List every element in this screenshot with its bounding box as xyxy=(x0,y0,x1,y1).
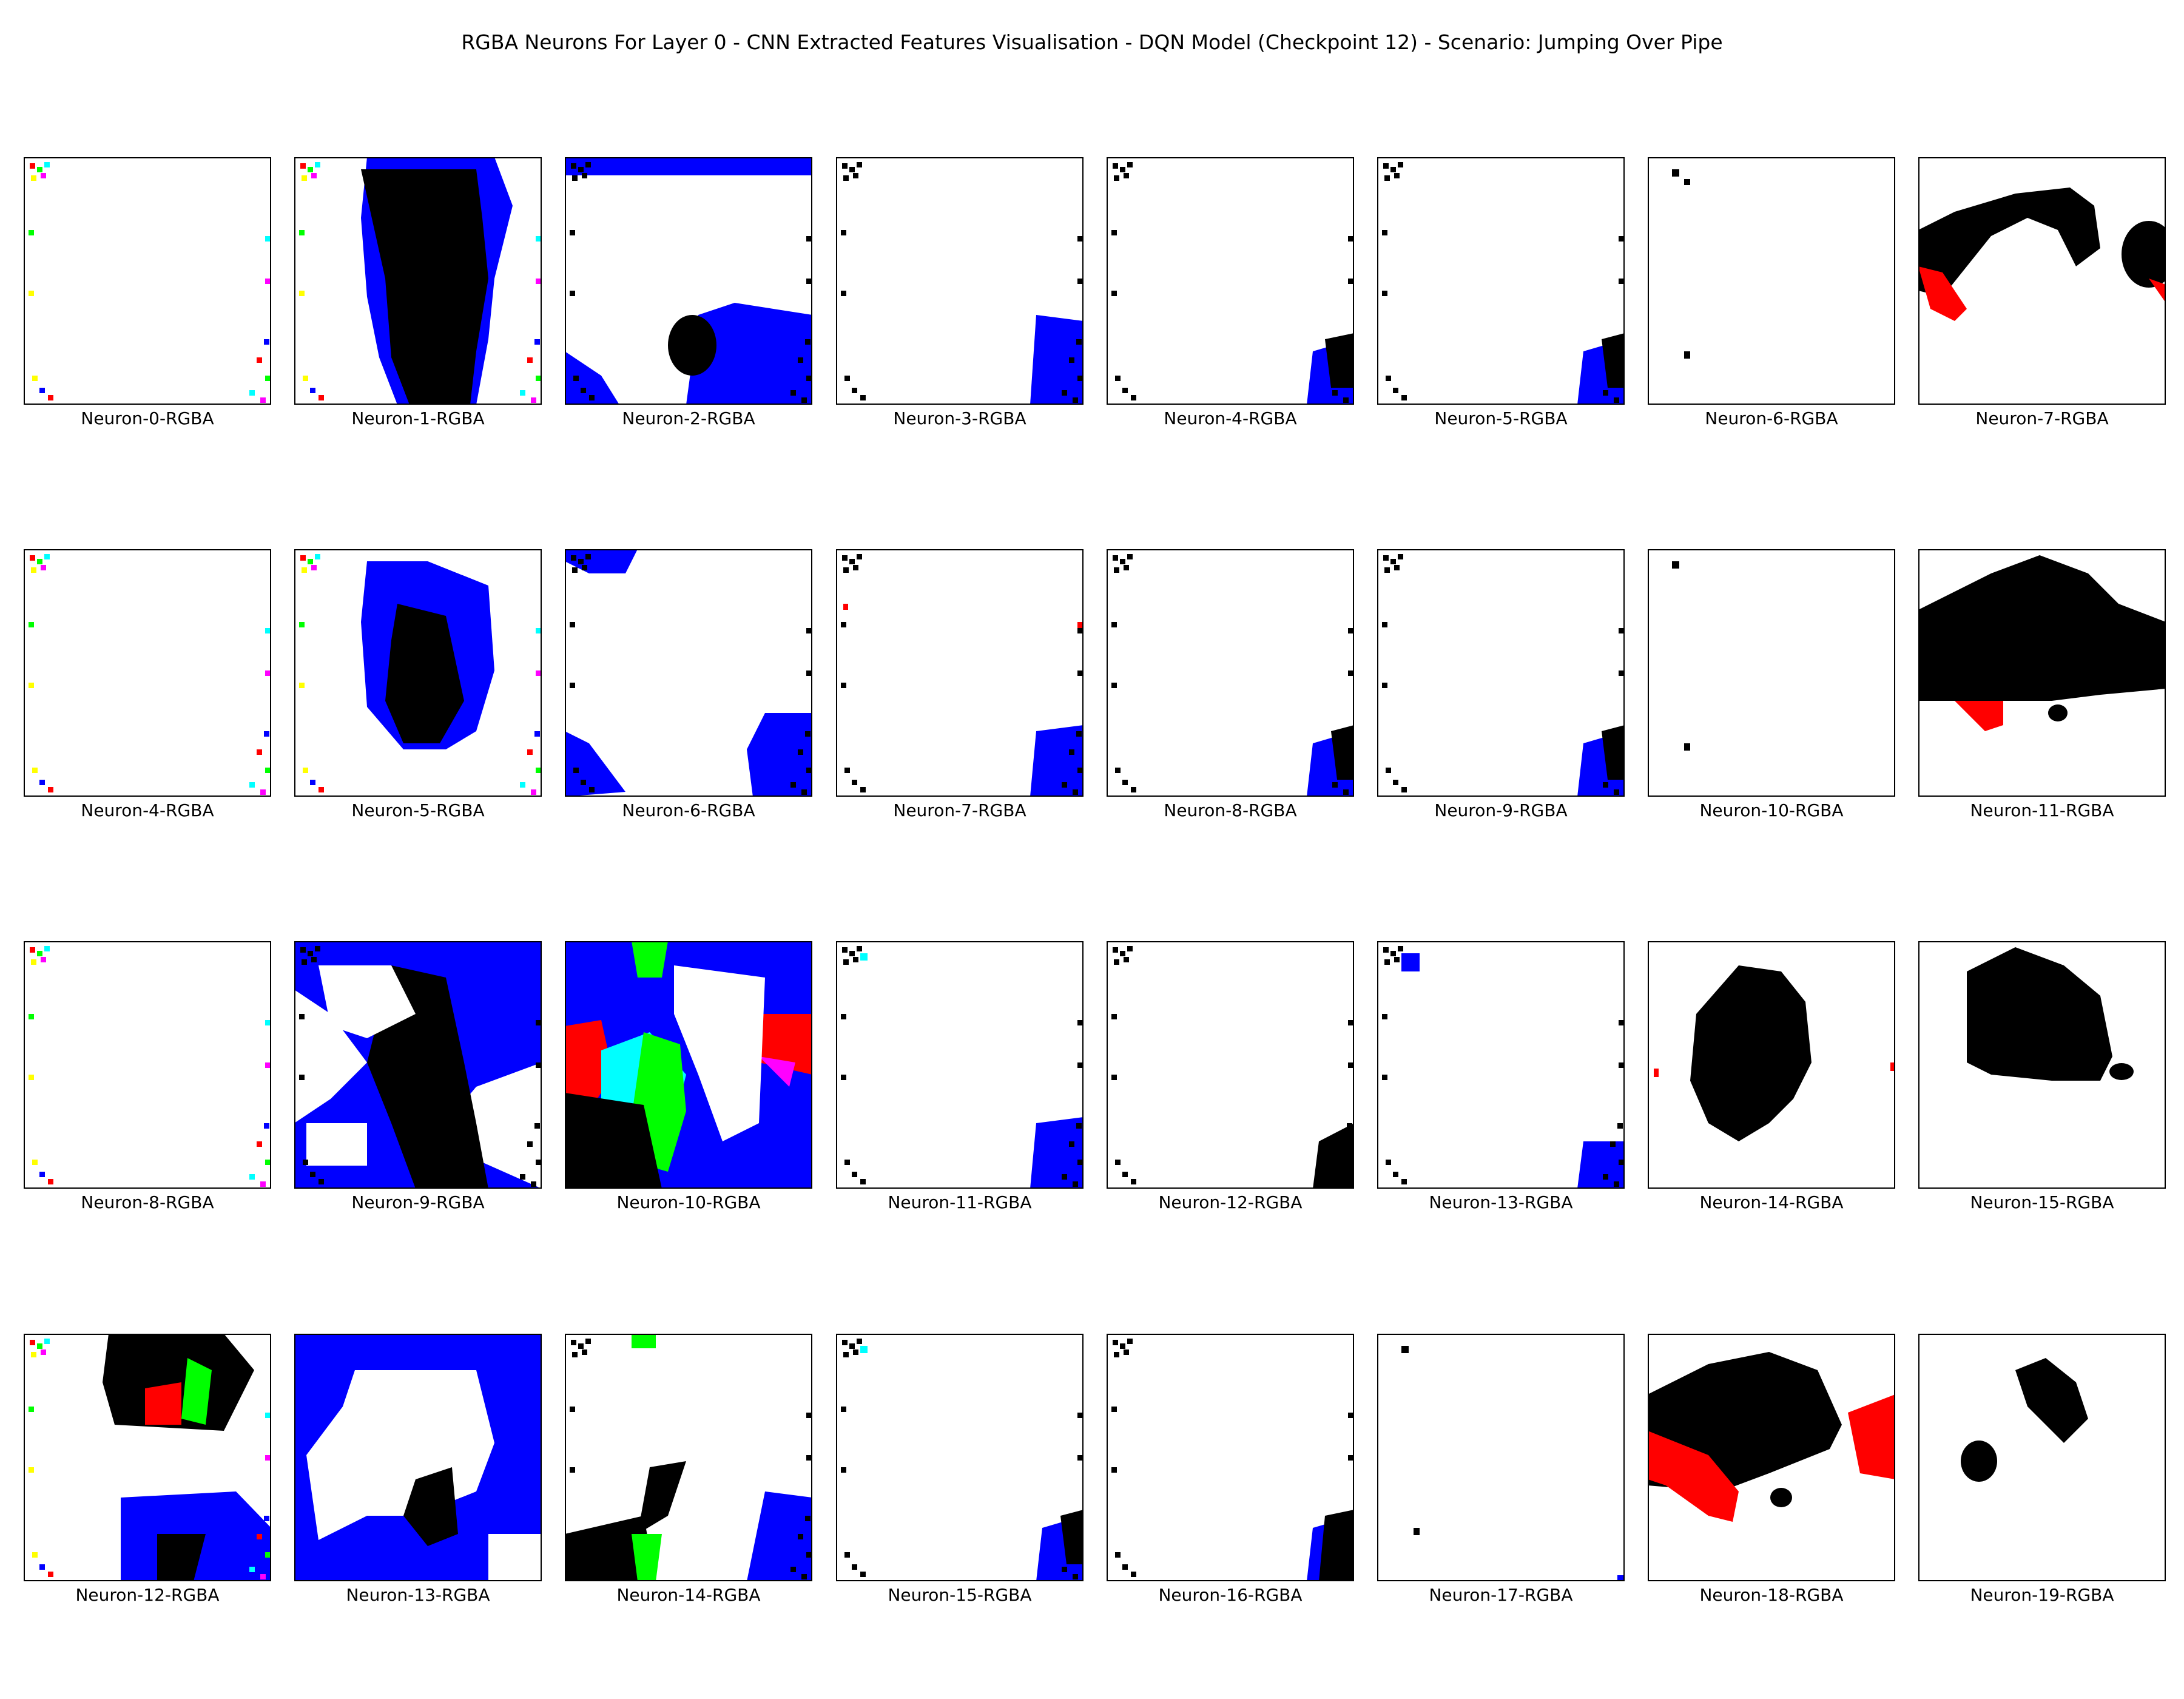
panel-label: Neuron-15-RGBA xyxy=(1970,1192,2114,1212)
panel-label: Neuron-8-RGBA xyxy=(1164,800,1297,820)
panel-label: Neuron-12-RGBA xyxy=(75,1585,220,1605)
neuron-panel: Neuron-10-RGBA xyxy=(565,941,812,1212)
neuron-panel: Neuron-4-RGBA xyxy=(1107,157,1354,428)
neuron-panel: Neuron-6-RGBA xyxy=(565,549,812,820)
neuron-panel: Neuron-19-RGBA xyxy=(1918,1334,2166,1605)
neuron-feature-map xyxy=(1107,941,1354,1189)
neuron-panel: Neuron-8-RGBA xyxy=(1107,549,1354,820)
neuron-feature-map xyxy=(1918,549,2166,797)
neuron-panel: Neuron-15-RGBA xyxy=(836,1334,1084,1605)
panel-label: Neuron-2-RGBA xyxy=(622,408,755,428)
neuron-feature-map xyxy=(1918,1334,2166,1581)
neuron-panel: Neuron-8-RGBA xyxy=(24,941,271,1212)
panel-label: Neuron-10-RGBA xyxy=(616,1192,761,1212)
panel-label: Neuron-14-RGBA xyxy=(616,1585,761,1605)
neuron-feature-map xyxy=(565,1334,812,1581)
neuron-panel: Neuron-17-RGBA xyxy=(1377,1334,1625,1605)
neuron-panel: Neuron-7-RGBA xyxy=(836,549,1084,820)
neuron-feature-map xyxy=(1377,549,1625,797)
neuron-feature-map xyxy=(1107,1334,1354,1581)
neuron-feature-map xyxy=(836,157,1084,405)
neuron-panel: Neuron-2-RGBA xyxy=(565,157,812,428)
neuron-feature-map xyxy=(565,157,812,405)
neuron-feature-map xyxy=(1918,157,2166,405)
neuron-panel: Neuron-13-RGBA xyxy=(294,1334,542,1605)
neuron-feature-map xyxy=(294,157,542,405)
panel-label: Neuron-11-RGBA xyxy=(1970,800,2114,820)
neuron-feature-map xyxy=(1918,941,2166,1189)
neuron-feature-map xyxy=(1648,941,1895,1189)
neuron-feature-map xyxy=(1107,549,1354,797)
panel-label: Neuron-9-RGBA xyxy=(351,1192,485,1212)
neuron-feature-map xyxy=(1648,157,1895,405)
panel-label: Neuron-13-RGBA xyxy=(346,1585,490,1605)
neuron-feature-map xyxy=(294,549,542,797)
neuron-feature-map xyxy=(294,941,542,1189)
neuron-feature-map xyxy=(24,941,271,1189)
neuron-panel: Neuron-10-RGBA xyxy=(1648,549,1895,820)
figure-title: RGBA Neurons For Layer 0 - CNN Extracted… xyxy=(461,30,1723,54)
panel-label: Neuron-11-RGBA xyxy=(888,1192,1032,1212)
neuron-feature-map xyxy=(1648,1334,1895,1581)
neuron-feature-map xyxy=(836,941,1084,1189)
neuron-panel: Neuron-6-RGBA xyxy=(1648,157,1895,428)
neuron-panel: Neuron-11-RGBA xyxy=(1918,549,2166,820)
panel-label: Neuron-8-RGBA xyxy=(81,1192,214,1212)
panel-label: Neuron-17-RGBA xyxy=(1429,1585,1573,1605)
neuron-panel: Neuron-0-RGBA xyxy=(24,157,271,428)
neuron-panel: Neuron-18-RGBA xyxy=(1648,1334,1895,1605)
neuron-panel: Neuron-16-RGBA xyxy=(1107,1334,1354,1605)
neuron-feature-map xyxy=(836,549,1084,797)
panel-label: Neuron-7-RGBA xyxy=(1975,408,2109,428)
neuron-panel: Neuron-1-RGBA xyxy=(294,157,542,428)
panel-label: Neuron-1-RGBA xyxy=(351,408,485,428)
neuron-feature-map xyxy=(836,1334,1084,1581)
neuron-feature-map xyxy=(24,1334,271,1581)
neuron-panel: Neuron-9-RGBA xyxy=(294,941,542,1212)
neuron-panel: Neuron-9-RGBA xyxy=(1377,549,1625,820)
neuron-feature-map xyxy=(24,549,271,797)
neuron-feature-map xyxy=(1107,157,1354,405)
panel-label: Neuron-5-RGBA xyxy=(351,800,485,820)
panel-label: Neuron-13-RGBA xyxy=(1429,1192,1573,1212)
neuron-panel: Neuron-5-RGBA xyxy=(1377,157,1625,428)
panel-label: Neuron-4-RGBA xyxy=(81,800,214,820)
panel-label: Neuron-18-RGBA xyxy=(1699,1585,1844,1605)
neuron-feature-map xyxy=(565,549,812,797)
neuron-feature-map xyxy=(1377,1334,1625,1581)
neuron-feature-map xyxy=(24,157,271,405)
neuron-panel: Neuron-14-RGBA xyxy=(565,1334,812,1605)
neuron-panel: Neuron-7-RGBA xyxy=(1918,157,2166,428)
panel-label: Neuron-16-RGBA xyxy=(1158,1585,1303,1605)
panel-label: Neuron-15-RGBA xyxy=(888,1585,1032,1605)
neuron-panel: Neuron-11-RGBA xyxy=(836,941,1084,1212)
panel-label: Neuron-0-RGBA xyxy=(81,408,214,428)
neuron-panel: Neuron-4-RGBA xyxy=(24,549,271,820)
neuron-panel: Neuron-5-RGBA xyxy=(294,549,542,820)
neuron-panel: Neuron-3-RGBA xyxy=(836,157,1084,428)
neuron-feature-map xyxy=(1648,549,1895,797)
neuron-feature-map xyxy=(294,1334,542,1581)
neuron-panel: Neuron-13-RGBA xyxy=(1377,941,1625,1212)
neuron-panel: Neuron-12-RGBA xyxy=(1107,941,1354,1212)
panel-label: Neuron-19-RGBA xyxy=(1970,1585,2114,1605)
neuron-feature-map xyxy=(565,941,812,1189)
panel-label: Neuron-14-RGBA xyxy=(1699,1192,1844,1212)
neuron-panel: Neuron-15-RGBA xyxy=(1918,941,2166,1212)
neuron-panel: Neuron-12-RGBA xyxy=(24,1334,271,1605)
panel-label: Neuron-4-RGBA xyxy=(1164,408,1297,428)
panel-label: Neuron-9-RGBA xyxy=(1434,800,1568,820)
neuron-panel: Neuron-14-RGBA xyxy=(1648,941,1895,1212)
panel-label: Neuron-7-RGBA xyxy=(893,800,1026,820)
panel-label: Neuron-3-RGBA xyxy=(893,408,1026,428)
neuron-feature-map xyxy=(1377,157,1625,405)
panel-label: Neuron-10-RGBA xyxy=(1699,800,1844,820)
panel-label: Neuron-12-RGBA xyxy=(1158,1192,1303,1212)
panel-label: Neuron-6-RGBA xyxy=(622,800,755,820)
neuron-feature-map xyxy=(1377,941,1625,1189)
panel-label: Neuron-5-RGBA xyxy=(1434,408,1568,428)
panel-label: Neuron-6-RGBA xyxy=(1705,408,1838,428)
